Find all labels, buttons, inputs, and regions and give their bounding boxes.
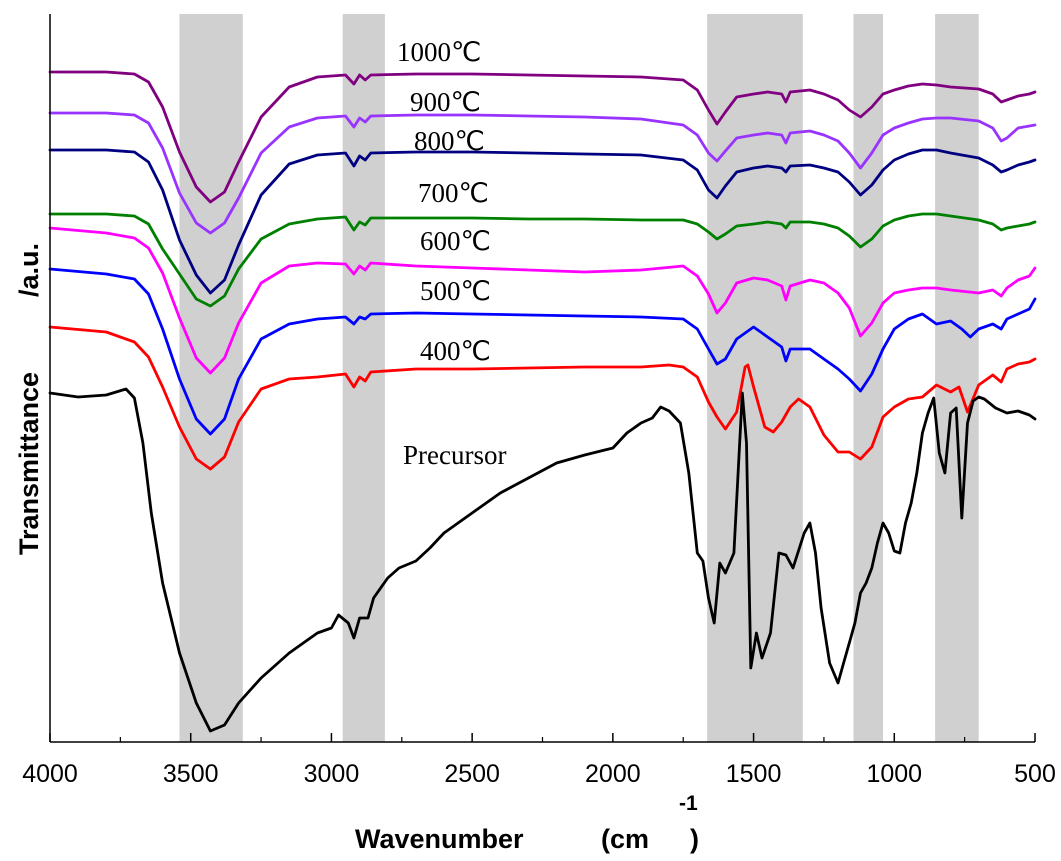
x-axis-unit-superscript: -1 — [679, 792, 698, 815]
series-lines — [48, 70, 1037, 733]
series-label-7: 400℃ — [420, 336, 491, 366]
x-tick-label: 4000 — [22, 760, 78, 788]
x-tick-labels: 4000 3500 3000 2500 2000 1500 1000 500 — [22, 760, 1056, 788]
x-ticks — [49, 733, 1036, 742]
y-axis-unit: /a.u. — [14, 243, 44, 297]
series-line-8 — [48, 387, 1037, 733]
x-axis-unit-close: ) — [690, 824, 699, 854]
x-axis-unit: (cm — [601, 824, 649, 854]
x-tick-label: 3500 — [163, 760, 219, 788]
x-tick-label: 2000 — [585, 760, 641, 788]
series-label-3: 800℃ — [414, 126, 485, 156]
y-axis-title: Transmittance — [14, 372, 44, 555]
series-line-6 — [48, 267, 1037, 436]
series-labels: 1000℃ 900℃ 800℃ 700℃ 600℃ 500℃ 400℃ Precursor — [397, 37, 506, 470]
x-tick-label: 3000 — [304, 760, 360, 788]
series-label-1: 1000℃ — [397, 37, 481, 67]
series-label-2: 900℃ — [410, 87, 481, 117]
x-tick-label: 1500 — [726, 760, 782, 788]
x-tick-label: 500 — [1014, 760, 1056, 788]
series-line-4 — [48, 212, 1037, 308]
series-line-3 — [48, 148, 1037, 295]
series-line-2 — [48, 111, 1037, 235]
x-tick-label: 1000 — [866, 760, 922, 788]
series-line-5 — [48, 226, 1037, 375]
shaded-band-5 — [935, 14, 979, 742]
series-line-1 — [48, 70, 1037, 204]
series-line-7 — [48, 325, 1037, 471]
series-label-5: 600℃ — [420, 226, 491, 256]
x-tick-label: 2500 — [444, 760, 500, 788]
x-axis-title: Wavenumber — [355, 824, 524, 854]
series-label-4: 700℃ — [418, 178, 489, 208]
shaded-bands — [179, 14, 979, 742]
series-label-8: Precursor — [403, 440, 506, 470]
shaded-band-3 — [707, 14, 803, 742]
series-label-6: 500℃ — [420, 276, 491, 306]
shaded-band-1 — [179, 14, 243, 742]
